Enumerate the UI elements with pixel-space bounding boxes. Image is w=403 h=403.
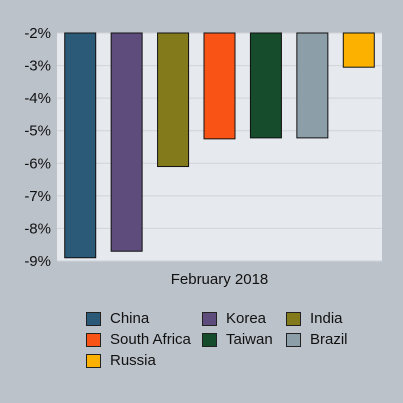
legend-swatch: [86, 354, 101, 368]
bar-india: [157, 32, 190, 168]
y-tick-label: -7%: [24, 188, 51, 205]
y-tick-label: -9%: [24, 253, 51, 270]
bar-russia: [342, 32, 375, 68]
legend-label: Brazil: [310, 331, 348, 348]
legend-item-china: China: [86, 309, 149, 329]
bar-brazil: [296, 32, 329, 139]
legend-swatch: [86, 333, 101, 347]
legend-item-brazil: Brazil: [286, 330, 348, 350]
legend-item-taiwan: Taiwan: [202, 330, 273, 350]
legend-label: Russia: [110, 352, 156, 369]
legend-item-india: India: [286, 309, 343, 329]
bar-taiwan: [249, 32, 282, 139]
legend-item-korea: Korea: [202, 309, 266, 329]
legend-swatch: [286, 312, 301, 326]
y-axis-ticks: -2% -3% -4% -5% -6% -7% -8% -9%: [24, 25, 51, 270]
y-tick-label: -6%: [24, 155, 51, 172]
y-tick-label: -8%: [24, 220, 51, 237]
y-tick-label: -3%: [24, 58, 51, 75]
bar-china: [64, 32, 97, 259]
legend-label: Taiwan: [226, 331, 273, 348]
legend-label: China: [110, 310, 150, 327]
y-tick-label: -5%: [24, 123, 51, 140]
legend-swatch: [286, 333, 301, 347]
legend-label: South Africa: [110, 331, 191, 348]
y-tick-label: -4%: [24, 90, 51, 107]
bars: [64, 32, 375, 259]
bar-korea: [110, 32, 143, 252]
x-category-label: February 2018: [171, 271, 269, 288]
legend-label: India: [310, 310, 343, 327]
legend-swatch: [86, 312, 101, 326]
legend-swatch: [202, 333, 217, 347]
legend-item-russia: Russia: [86, 351, 156, 371]
legend-item-south-africa: South Africa: [86, 330, 191, 350]
legend-label: Korea: [226, 310, 267, 327]
y-tick-label: -2%: [24, 25, 51, 42]
bar-south-africa: [203, 32, 236, 140]
legend-swatch: [202, 312, 217, 326]
